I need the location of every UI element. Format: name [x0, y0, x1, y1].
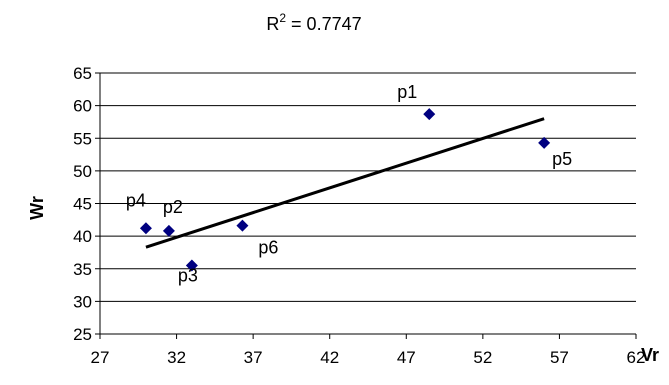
data-point-p2 — [162, 224, 175, 237]
x-tick-label-57: 57 — [550, 348, 569, 367]
data-point-p3 — [185, 259, 198, 272]
point-label-p1: p1 — [397, 82, 417, 102]
point-label-p3: p3 — [178, 265, 198, 285]
chart-title: R2 = 0.7747 — [266, 11, 361, 34]
data-point-p6 — [236, 219, 249, 232]
point-label-p5: p5 — [552, 149, 572, 169]
y-tick-label-35: 35 — [73, 260, 92, 279]
x-tick-label-27: 27 — [91, 348, 110, 367]
y-tick-label-40: 40 — [73, 227, 92, 246]
x-tick-label-47: 47 — [397, 348, 416, 367]
y-tick-label-45: 45 — [73, 195, 92, 214]
x-tick-label-42: 42 — [320, 348, 339, 367]
y-tick-label-25: 25 — [73, 325, 92, 344]
data-point-p4 — [139, 222, 152, 235]
data-point-p1 — [423, 108, 436, 121]
point-label-p4: p4 — [126, 190, 146, 210]
y-tick-label-65: 65 — [73, 64, 92, 83]
y-axis-label: Wr — [27, 196, 47, 220]
point-label-p6: p6 — [258, 238, 278, 258]
x-tick-label-52: 52 — [473, 348, 492, 367]
title-base: R — [266, 14, 279, 34]
x-tick-label-37: 37 — [244, 348, 263, 367]
y-tick-label-50: 50 — [73, 162, 92, 181]
y-tick-label-30: 30 — [73, 292, 92, 311]
x-tick-label-32: 32 — [167, 348, 186, 367]
title-superscript: 2 — [279, 11, 286, 25]
x-tick-label-62: 62 — [627, 348, 646, 367]
point-label-p2: p2 — [163, 197, 183, 217]
trendline — [145, 117, 545, 249]
y-tick-label-60: 60 — [73, 97, 92, 116]
title-value: = 0.7747 — [286, 14, 362, 34]
y-tick-label-55: 55 — [73, 129, 92, 148]
data-point-p5 — [538, 136, 551, 149]
x-axis-label: Vr — [641, 345, 659, 365]
